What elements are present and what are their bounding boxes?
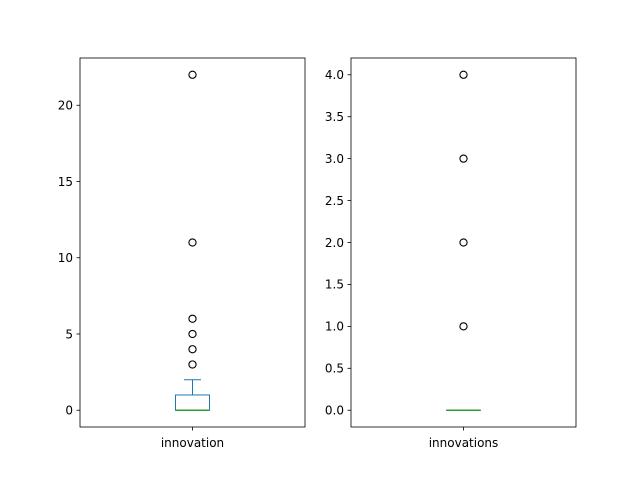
- flier-point: [459, 70, 468, 79]
- axes-frame: [79, 57, 306, 428]
- x-tick-label: innovation: [161, 436, 224, 450]
- flier-point: [188, 360, 197, 369]
- flier-point: [188, 70, 197, 79]
- y-tick-label: 2.5: [325, 194, 344, 208]
- flier-point: [459, 322, 468, 331]
- flier-point: [188, 329, 197, 339]
- y-tick-label: 15: [58, 175, 73, 189]
- y-tick-label: 4.0: [325, 68, 344, 82]
- boxplot-panel-1: 0 5 10 15 20 innovation: [58, 57, 306, 450]
- y-tick-label: 5: [65, 327, 73, 341]
- boxplot-panel-2: 0.0 0.5 1.0 1.5 2.0 2.5 3.0 3.5 4.0 innovations: [325, 57, 577, 450]
- flier-point: [459, 154, 468, 163]
- y-tick-label: 2.0: [325, 236, 344, 250]
- y-tick-label: 0.0: [325, 404, 344, 418]
- y-tick-label: 20: [58, 99, 73, 113]
- axes-frame: [350, 57, 577, 428]
- flier-point: [188, 345, 197, 354]
- flier-point: [188, 314, 197, 323]
- y-tick-label: 3.5: [325, 110, 344, 124]
- flier-point: [459, 238, 468, 247]
- y-tick-label: 3.0: [325, 152, 344, 166]
- y-tick-label: 0.5: [325, 362, 344, 376]
- y-tick-label: 10: [58, 251, 73, 265]
- y-tick-label: 1.0: [325, 320, 344, 334]
- y-tick-label: 1.5: [325, 278, 344, 292]
- y-tick-label: 0: [65, 404, 73, 418]
- flier-point: [188, 238, 197, 247]
- x-tick-label: innovations: [429, 436, 499, 450]
